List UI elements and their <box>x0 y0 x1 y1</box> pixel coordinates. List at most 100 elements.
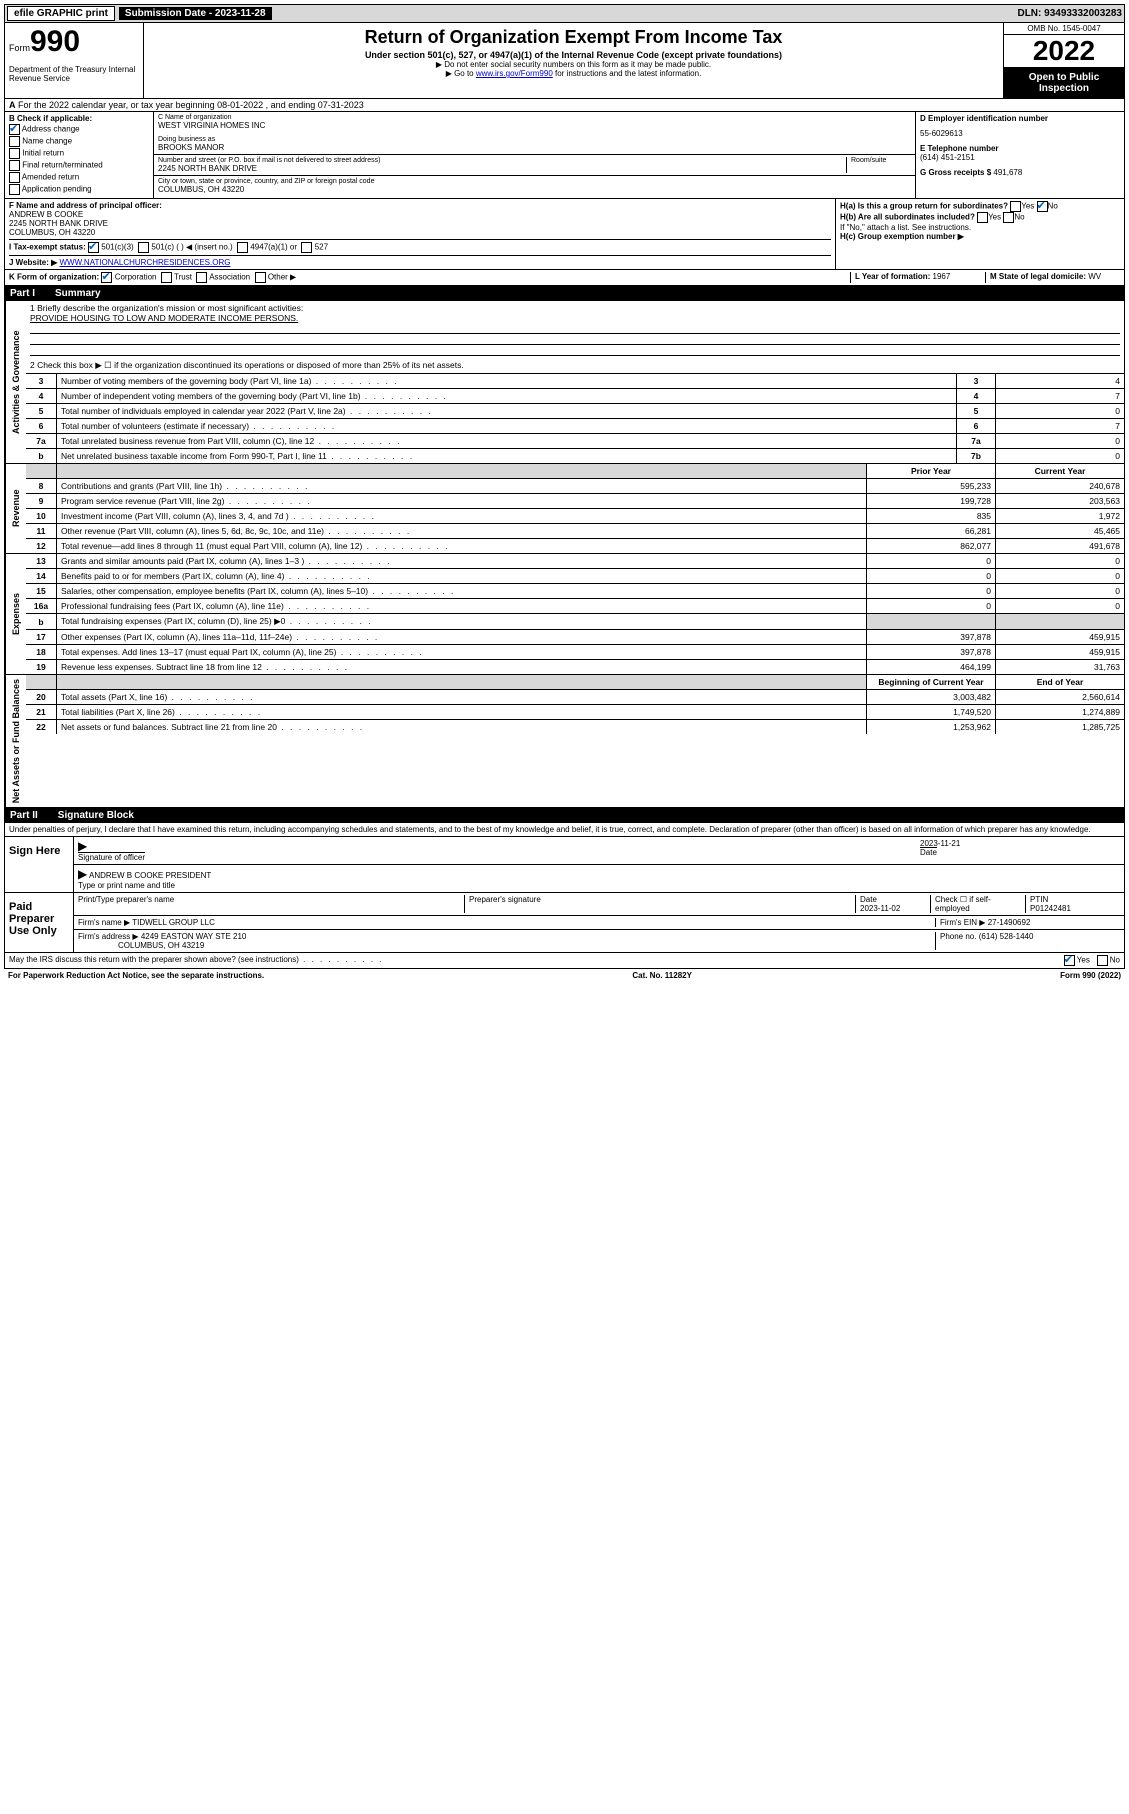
officer-addr2: COLUMBUS, OH 43220 <box>9 228 95 237</box>
prep-sig-label: Preparer's signature <box>469 895 541 904</box>
sign-here-block: Sign Here ▶Signature of officer 2023-11-… <box>4 837 1125 893</box>
tax-year: 2022 <box>1004 35 1124 68</box>
opt-501c3: 501(c)(3) <box>101 243 133 252</box>
line-k: K Form of organization: Corporation Trus… <box>9 272 850 283</box>
col-f: F Name and address of principal officer:… <box>5 199 836 269</box>
chk-name-change[interactable]: Name change <box>9 136 149 147</box>
col-h: H(a) Is this a group return for subordin… <box>836 199 1124 269</box>
prep-name-label: Print/Type preparer's name <box>78 895 174 904</box>
hb-yes[interactable] <box>977 212 988 223</box>
dba-label: Doing business as <box>158 136 911 143</box>
table-row: 10Investment income (Part VIII, column (… <box>26 509 1124 524</box>
table-row: 15Salaries, other compensation, employee… <box>26 584 1124 599</box>
footer-right: Form 990 (2022) <box>1060 971 1121 980</box>
table-row: 8Contributions and grants (Part VIII, li… <box>26 479 1124 494</box>
j-label: J Website: ▶ <box>9 258 57 267</box>
table-row: 5Total number of individuals employed in… <box>26 404 1124 419</box>
irs-link[interactable]: www.irs.gov/Form990 <box>476 69 553 78</box>
ha-no-lbl: No <box>1048 202 1058 211</box>
table-row: 14Benefits paid to or for members (Part … <box>26 569 1124 584</box>
checkbox-icon <box>9 172 20 183</box>
chk-address-change[interactable]: Address change <box>9 124 149 135</box>
discuss-no[interactable] <box>1097 955 1108 966</box>
m-value: WV <box>1088 272 1101 281</box>
dba-name: BROOKS MANOR <box>158 143 911 152</box>
hb-no-lbl: No <box>1014 213 1024 222</box>
checkbox-icon <box>9 136 20 147</box>
line-klm: K Form of organization: Corporation Trus… <box>4 270 1125 286</box>
hb-no[interactable] <box>1003 212 1014 223</box>
chk-assoc[interactable] <box>196 272 207 283</box>
org-name: WEST VIRGINIA HOMES INC <box>158 121 911 130</box>
ha-no[interactable] <box>1037 201 1048 212</box>
discuss-yes[interactable] <box>1064 955 1075 966</box>
paid-preparer-block: Paid Preparer Use Only Print/Type prepar… <box>4 893 1125 953</box>
city-value: COLUMBUS, OH 43220 <box>158 185 911 194</box>
opt-4947: 4947(a)(1) or <box>250 243 297 252</box>
table-row: 17Other expenses (Part IX, column (A), l… <box>26 630 1124 645</box>
chk-corp[interactable] <box>101 272 112 283</box>
ha-yes[interactable] <box>1010 201 1021 212</box>
table-row: 20Total assets (Part X, line 16)3,003,48… <box>26 690 1124 705</box>
netassets-section: Net Assets or Fund Balances Beginning of… <box>4 675 1125 808</box>
top-bar: efile GRAPHIC print Submission Date - 20… <box>4 4 1125 23</box>
b-label: B Check if applicable: <box>9 114 92 123</box>
website-link[interactable]: WWW.NATIONALCHURCHRESIDENCES.ORG <box>59 258 230 267</box>
opt-501c: 501(c) ( ) ◀ (insert no.) <box>151 243 232 252</box>
chk-label: Address change <box>22 125 80 134</box>
sign-here-label: Sign Here <box>5 837 74 892</box>
form-word: Form <box>9 43 30 53</box>
chk-initial-return[interactable]: Initial return <box>9 148 149 159</box>
hb-yes-lbl: Yes <box>988 213 1001 222</box>
side-netassets: Net Assets or Fund Balances <box>5 675 26 807</box>
opt-trust: Trust <box>174 273 192 282</box>
sig-date-label: Date <box>920 847 937 857</box>
chk-other[interactable] <box>255 272 266 283</box>
uline <box>30 323 1120 334</box>
page-footer: For Paperwork Reduction Act Notice, see … <box>4 969 1125 982</box>
col-b: B Check if applicable: Address change Na… <box>5 112 154 198</box>
header-right: OMB No. 1545-0047 2022 Open to Public In… <box>1003 23 1124 98</box>
chk-label: Initial return <box>22 149 64 158</box>
ein-value: 55-6029613 <box>920 129 1120 138</box>
city-cell: City or town, state or province, country… <box>154 176 915 196</box>
org-name-cell: C Name of organization WEST VIRGINIA HOM… <box>154 112 915 155</box>
part1-title: Summary <box>55 288 101 299</box>
table-row: 19Revenue less expenses. Subtract line 1… <box>26 660 1124 675</box>
chk-trust[interactable] <box>161 272 172 283</box>
gross-value: 491,678 <box>993 168 1022 177</box>
hb-label: H(b) Are all subordinates included? <box>840 213 975 222</box>
table-row: 22Net assets or fund balances. Subtract … <box>26 720 1124 735</box>
footer-left: For Paperwork Reduction Act Notice, see … <box>8 971 264 980</box>
part1-num: Part I <box>10 288 35 299</box>
prep-date: 2023-11-02 <box>860 904 900 913</box>
chk-501c[interactable] <box>138 242 149 253</box>
chk-amended-return[interactable]: Amended return <box>9 172 149 183</box>
discuss-no-lbl: No <box>1110 956 1120 965</box>
firm-name-label: Firm's name ▶ <box>78 918 130 927</box>
footer-mid: Cat. No. 11282Y <box>632 971 692 980</box>
chk-527[interactable] <box>301 242 312 253</box>
chk-final-return[interactable]: Final return/terminated <box>9 160 149 171</box>
opt-assoc: Association <box>209 273 250 282</box>
governance-section: Activities & Governance 1 Briefly descri… <box>4 301 1125 464</box>
chk-application-pending[interactable]: Application pending <box>9 184 149 195</box>
expenses-table: 13Grants and similar amounts paid (Part … <box>26 554 1124 674</box>
mission-q2: 2 Check this box ▶ ☐ if the organization… <box>30 360 1120 371</box>
opt-527: 527 <box>315 243 328 252</box>
firm-name: TIDWELL GROUP LLC <box>132 918 215 927</box>
firm-addr1: 4249 EASTON WAY STE 210 <box>141 932 247 941</box>
note2-post: for instructions and the latest informat… <box>553 69 702 78</box>
table-row: 11Other revenue (Part VIII, column (A), … <box>26 524 1124 539</box>
chk-501c3[interactable] <box>88 242 99 253</box>
city-label: City or town, state or province, country… <box>158 178 911 185</box>
k-label: K Form of organization: <box>9 273 99 282</box>
discuss-row: May the IRS discuss this return with the… <box>4 953 1125 969</box>
chk-4947[interactable] <box>237 242 248 253</box>
firm-ein: 27-1490692 <box>988 918 1031 927</box>
submission-date-chip: Submission Date - 2023-11-28 <box>119 7 272 20</box>
firm-phone: (614) 528-1440 <box>979 932 1034 941</box>
side-expenses: Expenses <box>5 554 26 674</box>
dln-label: DLN: 93493332003283 <box>1017 8 1122 19</box>
efile-btn[interactable]: efile GRAPHIC print <box>7 6 115 21</box>
